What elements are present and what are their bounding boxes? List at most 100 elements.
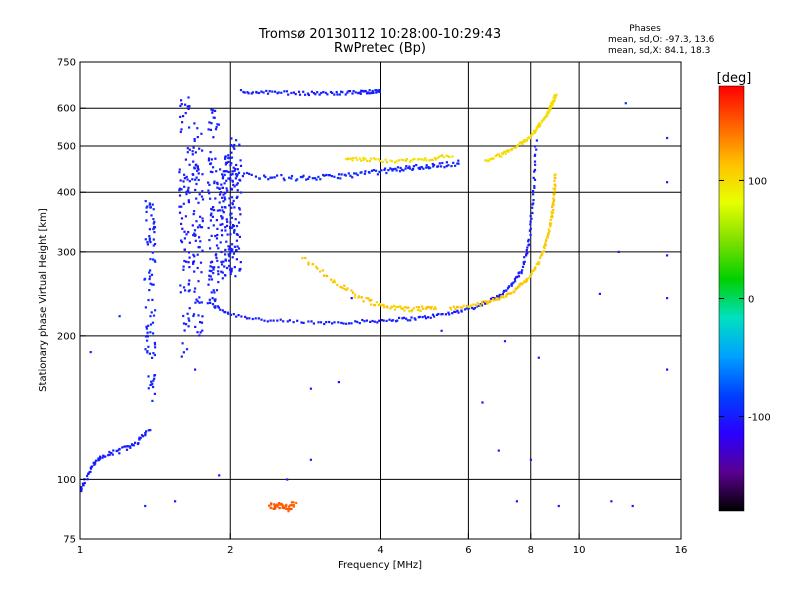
data-point: [182, 202, 185, 205]
data-point: [244, 315, 247, 318]
data-point: [336, 176, 339, 180]
data-point: [273, 504, 276, 507]
data-point: [91, 465, 94, 468]
data-point: [393, 308, 397, 311]
data-point: [410, 316, 413, 319]
data-point: [154, 346, 157, 349]
data-point: [547, 112, 550, 115]
data-point: [447, 164, 450, 167]
data-point: [215, 237, 219, 240]
data-point: [354, 320, 357, 323]
data-point: [525, 279, 528, 283]
data-point: [192, 313, 196, 316]
data-point: [553, 176, 556, 179]
data-point: [441, 154, 444, 157]
data-point: [233, 143, 236, 147]
data-point: [226, 189, 229, 192]
data-point: [292, 91, 295, 94]
data-point: [542, 245, 546, 248]
data-point: [483, 300, 487, 303]
data-point: [422, 158, 425, 161]
data-point: [276, 92, 279, 95]
data-point: [308, 175, 311, 178]
data-point: [269, 176, 272, 179]
data-point: [180, 188, 183, 191]
data-point: [230, 187, 233, 190]
data-point: [552, 208, 555, 212]
data-point: [220, 215, 223, 218]
data-point: [437, 312, 440, 316]
data-point: [221, 209, 224, 212]
data-point: [510, 149, 513, 152]
data-point: [192, 261, 195, 264]
data-point: [502, 290, 505, 293]
data-point: [411, 310, 414, 313]
data-point: [307, 263, 310, 266]
x-tick-label: 1: [77, 545, 83, 556]
data-point: [223, 206, 226, 209]
data-point: [300, 321, 303, 324]
data-point: [214, 305, 217, 308]
data-point: [222, 211, 225, 214]
data-point: [367, 297, 370, 300]
data-point: [86, 474, 89, 478]
data-point: [385, 171, 388, 175]
data-point: [410, 159, 413, 162]
data-point: [330, 278, 333, 281]
data-point: [364, 170, 367, 173]
data-point: [491, 296, 494, 300]
data-point: [187, 282, 190, 285]
data-point: [251, 317, 254, 321]
colorbar-tick-label: 0: [748, 295, 754, 306]
data-point: [426, 166, 429, 169]
data-point: [375, 169, 378, 172]
data-point: [514, 288, 517, 291]
data-point: [333, 279, 336, 282]
data-point: [479, 304, 482, 307]
data-point: [463, 308, 467, 311]
data-point: [239, 191, 243, 194]
data-point: [151, 356, 154, 359]
data-point: [153, 225, 156, 229]
data-point: [210, 291, 213, 294]
data-point: [178, 171, 181, 174]
data-point: [183, 177, 186, 180]
data-point: [193, 255, 196, 258]
data-point: [187, 96, 190, 99]
data-point: [398, 170, 402, 173]
data-point: [553, 179, 556, 182]
data-point: [287, 93, 290, 96]
data-point: [233, 228, 236, 232]
data-point: [356, 173, 359, 177]
data-point: [152, 379, 155, 382]
data-point: [502, 296, 505, 299]
data-point: [442, 156, 445, 159]
data-point: [550, 102, 553, 105]
data-point: [434, 158, 437, 161]
data-point: [516, 286, 519, 290]
data-point: [231, 225, 234, 228]
data-point: [522, 262, 525, 266]
data-point: [201, 198, 205, 201]
data-point: [180, 222, 183, 225]
data-point: [207, 128, 210, 131]
data-point: [296, 319, 299, 322]
data-point: [219, 168, 222, 171]
data-point: [270, 502, 273, 505]
data-point: [319, 270, 322, 273]
data-point: [199, 240, 202, 243]
data-point: [314, 93, 317, 96]
data-point: [418, 306, 421, 309]
data-point: [323, 174, 326, 177]
data-point: [402, 316, 405, 319]
data-point: [234, 167, 237, 171]
data-point: [402, 159, 405, 162]
data-point: [198, 301, 201, 304]
data-point: [218, 201, 221, 204]
data-point: [419, 166, 422, 169]
data-point: [369, 320, 372, 323]
data-point: [138, 436, 141, 439]
data-point: [438, 155, 441, 158]
data-point: [454, 307, 457, 310]
